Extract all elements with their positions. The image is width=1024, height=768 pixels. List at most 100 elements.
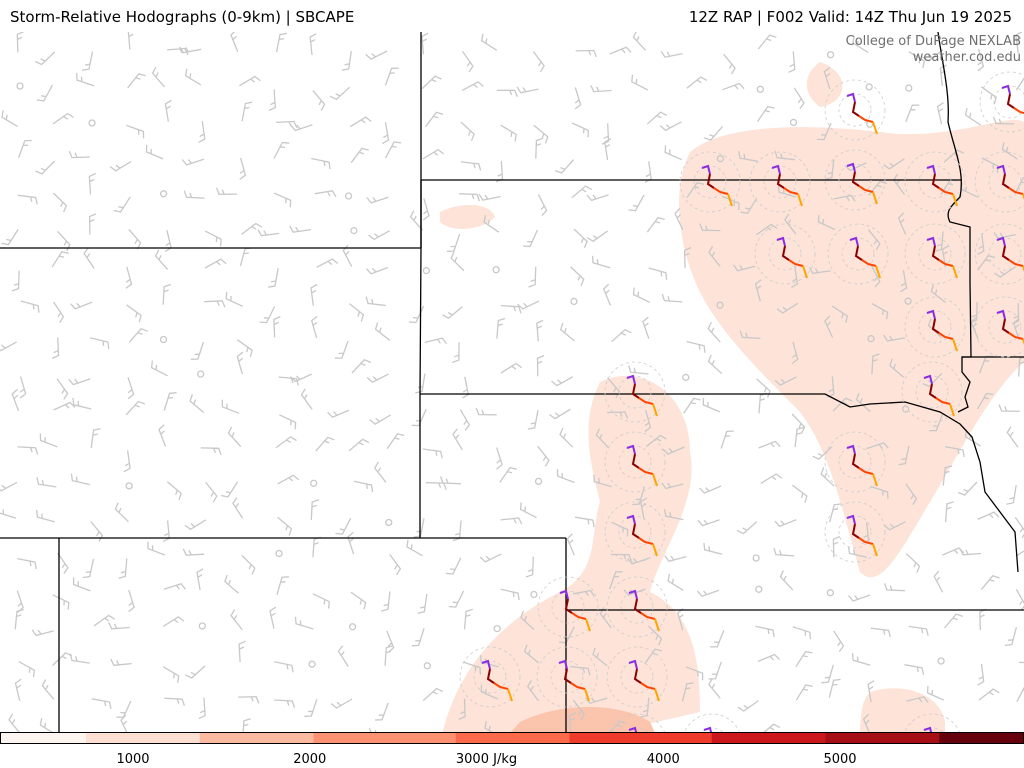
wind-barb [660,50,683,58]
hodograph [827,223,889,285]
hodograph-trace [563,668,572,684]
hodograph-trace [585,618,591,632]
hodograph-trace [652,403,658,417]
wind-barb [479,553,502,563]
wind-barb [275,32,288,53]
wind-barb [536,354,545,377]
hodograph-trace [1008,332,1024,340]
hodograph-trace [846,162,856,173]
wind-barb [773,547,795,557]
wind-barb [90,427,101,449]
colorbar-segment [227,732,257,744]
wind-barb [710,629,725,648]
wind-barb [760,473,783,484]
hodograph-trace [652,543,658,557]
hodograph-range-ring [618,445,652,479]
wind-barb [72,397,92,410]
wind-barb [311,157,331,170]
wind-barb [342,244,353,267]
wind-barb [335,517,352,535]
colorbar-segment [0,732,30,744]
wind-barb [792,484,808,503]
hodograph-range-ring [838,445,872,479]
wind-barb [978,688,1000,701]
wind-barb [905,104,920,123]
hodograph-range-ring [693,165,727,199]
wind-barb [519,502,537,519]
wind-barb [20,300,40,313]
wind-barb [0,481,18,492]
wind-barb [224,574,240,594]
wind-barb [329,86,351,101]
hodograph-trace [486,668,495,684]
wind-barb [828,678,841,698]
wind-barb [480,684,499,700]
wind-barb [181,158,205,166]
wind-barb [257,229,280,237]
wind-barb [870,485,889,499]
wind-barb [685,666,704,681]
calm-wind-marker [308,660,316,668]
wind-barb [196,568,204,591]
wind-barb [273,192,292,208]
wind-barb [757,653,780,663]
wind-barb [970,316,979,340]
colorbar-tick-label: 3000 J/kg [455,752,518,767]
wind-barb [478,193,501,201]
hodograph-range-ring [988,310,1022,344]
wind-barb [278,376,300,386]
wind-barb [162,666,180,683]
wind-barb [831,305,849,323]
wind-barb [128,228,142,250]
wind-barb [549,408,571,420]
wind-barb [566,533,575,556]
wind-barb [365,296,386,307]
calm-wind-marker [198,622,206,630]
hodograph-trace [570,682,586,690]
wind-barb [230,32,239,52]
wind-barb [610,553,633,562]
wind-barb [348,303,365,322]
hodograph [749,151,811,213]
colorbar-segment [853,732,883,744]
wind-barb [536,319,544,342]
wind-barb [847,546,868,558]
hodograph [901,361,963,423]
calm-wind-marker [826,589,835,597]
wind-barb [648,625,663,646]
hodograph-trace [1008,187,1024,195]
colorbar-segment [910,732,940,744]
wind-barb [686,76,708,89]
credit-organization: College of DuPage NEXLAB [845,34,1021,49]
hodograph-trace [1008,259,1024,267]
wind-barb [1018,661,1024,664]
wind-barb [312,593,330,609]
hodograph-range-ring [620,660,654,694]
hodograph-trace [861,259,877,267]
colorbar-segment [341,732,371,744]
hodograph-trace [928,383,937,399]
wind-barb [1,229,19,246]
wind-barb [661,482,684,490]
wind-barb [942,465,953,486]
colorbar-segment [682,732,712,744]
wind-barb [125,266,133,289]
wind-barb [166,47,189,56]
colorbar-segment [625,732,655,744]
wind-barb [374,461,387,483]
calm-wind-marker [716,155,725,163]
wind-barb [158,424,167,447]
wind-barb [898,445,910,466]
calm-wind-marker [716,301,724,309]
hodograph-trace [797,193,803,207]
wind-barb [1015,32,1023,54]
cape-shading [440,62,1024,744]
wind-barb [145,144,164,160]
colorbar-segment [369,732,399,744]
wind-barb [204,300,226,308]
wind-barb [11,270,20,292]
colorbar-segment [426,732,456,744]
wind-barb [720,430,734,449]
wind-barb [604,138,612,161]
wind-barb [36,510,55,523]
